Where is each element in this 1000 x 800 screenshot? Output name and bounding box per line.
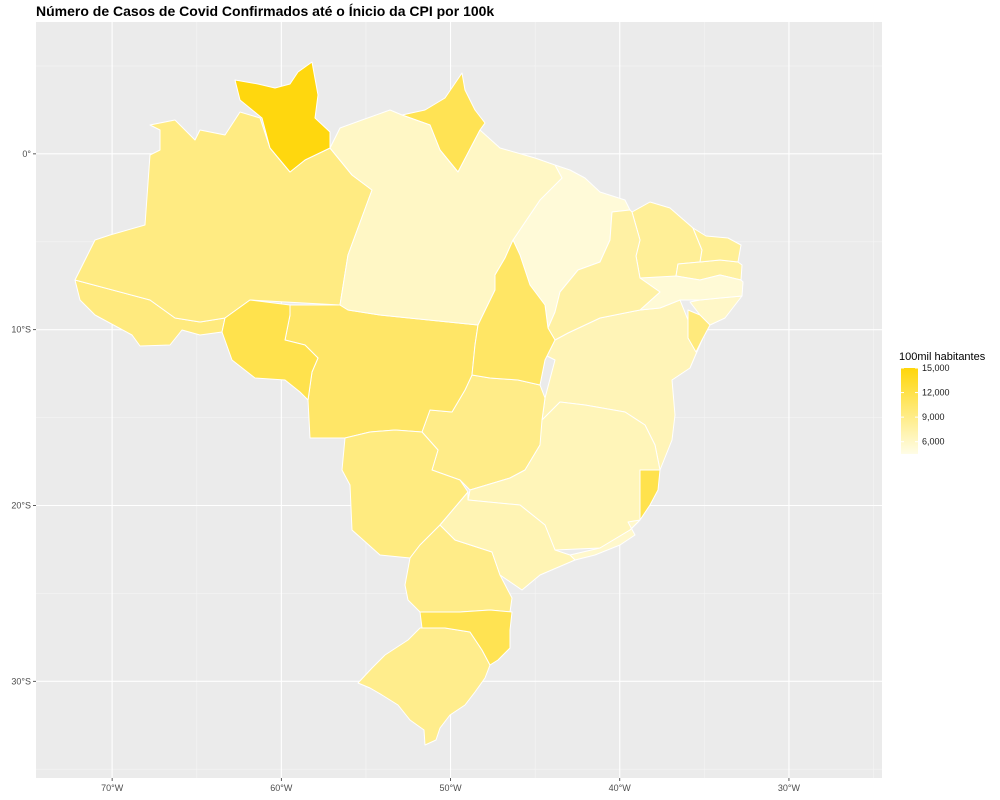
legend-label: 9,000	[922, 412, 945, 422]
legend-label: 12,000	[922, 388, 950, 398]
state-pb	[675, 259, 743, 281]
state-sc	[419, 609, 513, 666]
y-tick-label: 0°	[22, 149, 31, 159]
x-tick-label: 30°W	[778, 783, 801, 793]
state-sp	[439, 491, 576, 591]
x-tick-label: 40°W	[609, 783, 632, 793]
legend-colorbar	[901, 368, 918, 454]
chart-title: Número de Casos de Covid Confirmados até…	[36, 3, 495, 19]
state-pe	[639, 274, 744, 311]
legend-label: 6,000	[922, 437, 945, 447]
states-layer	[74, 61, 744, 746]
x-tick-label: 50°W	[439, 783, 462, 793]
state-ro	[221, 299, 319, 401]
x-tick-label: 60°W	[270, 783, 293, 793]
y-tick-label: 20°S	[11, 500, 31, 510]
state-pi	[547, 209, 661, 341]
state-rn	[692, 227, 742, 263]
legend-title: 100mil habitantes	[899, 351, 986, 363]
x-tick-label: 70°W	[101, 783, 124, 793]
state-to	[471, 239, 556, 386]
state-se	[687, 309, 711, 353]
axis-labels: 70°W 60°W 50°W 40°W 30°W 0° 10°S 20°S 30°S	[11, 149, 800, 793]
state-pa	[329, 109, 563, 326]
y-tick-label: 30°S	[11, 676, 31, 686]
y-tick-label: 10°S	[11, 325, 31, 335]
state-rr	[234, 61, 331, 173]
legend-label: 15,000	[922, 363, 950, 373]
